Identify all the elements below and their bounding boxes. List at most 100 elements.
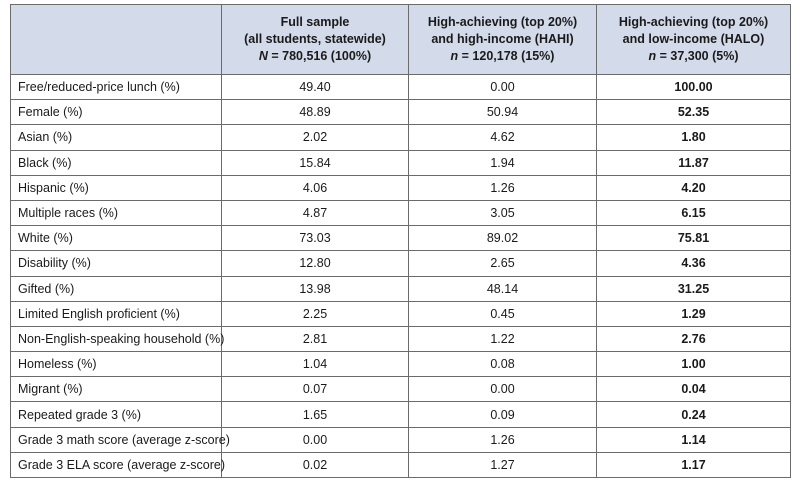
table-row: Migrant (%) 0.07 0.00 0.04 [10, 376, 791, 403]
table-row: Repeated grade 3 (%) 1.65 0.09 0.24 [10, 401, 791, 428]
cell-halo: 1.14 [596, 426, 791, 453]
cell-full-sample: 0.00 [221, 426, 409, 453]
comparison-table-container: Full sample (all students, statewide) N … [10, 4, 791, 479]
row-label: Limited English proficient (%) [10, 300, 222, 327]
header-hahi: High-achieving (top 20%) and high-income… [408, 4, 597, 75]
cell-halo: 100.00 [596, 73, 791, 101]
header-full-sample: Full sample (all students, statewide) N … [221, 4, 409, 75]
header-halo-line3: n = 37,300 (5%) [603, 48, 784, 65]
cell-halo: 6.15 [596, 199, 791, 227]
cell-hahi: 1.22 [408, 325, 597, 353]
cell-hahi: 1.27 [408, 451, 597, 479]
header-corner-cell [10, 4, 222, 75]
cell-halo: 1.29 [596, 300, 791, 327]
row-label: Female (%) [10, 99, 222, 126]
cell-full-sample: 49.40 [221, 73, 409, 101]
cell-full-sample: 1.65 [221, 401, 409, 428]
header-hahi-line3: n = 120,178 (15%) [415, 48, 590, 65]
cell-hahi: 3.05 [408, 199, 597, 227]
cell-hahi: 50.94 [408, 99, 597, 126]
cell-halo: 1.17 [596, 451, 791, 479]
row-label: Non-English-speaking household (%) [10, 325, 224, 353]
header-hahi-line1: High-achieving (top 20%) [427, 15, 578, 29]
table-row: Female (%) 48.89 50.94 52.35 [10, 99, 791, 126]
header-row: Full sample (all students, statewide) N … [10, 4, 791, 75]
row-label: Hispanic (%) [10, 174, 222, 201]
cell-full-sample: 0.07 [221, 376, 409, 403]
table-row: White (%) 73.03 89.02 75.81 [10, 225, 791, 252]
table-row: Grade 3 ELA score (average z-score) 0.02… [10, 451, 791, 479]
cell-full-sample: 1.04 [221, 351, 409, 378]
cell-hahi: 1.94 [408, 149, 597, 176]
comparison-table: Full sample (all students, statewide) N … [10, 4, 791, 479]
cell-hahi: 1.26 [408, 426, 597, 453]
header-full-sample-line2: (all students, statewide) [244, 32, 386, 46]
cell-halo: 75.81 [596, 225, 791, 252]
header-halo-n-var: n [648, 49, 657, 63]
row-label: Grade 3 ELA score (average z-score) [10, 451, 225, 479]
row-label: Repeated grade 3 (%) [10, 401, 222, 428]
header-halo-line2: and low-income (HALO) [622, 32, 765, 46]
cell-full-sample: 2.02 [221, 124, 409, 151]
row-label: Gifted (%) [10, 275, 222, 302]
table-row: Disability (%) 12.80 2.65 4.36 [10, 250, 791, 277]
cell-full-sample: 48.89 [221, 99, 409, 126]
header-hahi-line2: and high-income (HAHI) [431, 32, 574, 46]
table-row: Grade 3 math score (average z-score) 0.0… [10, 426, 791, 453]
row-label: Migrant (%) [10, 376, 222, 403]
cell-halo: 0.24 [596, 401, 791, 428]
table-header: Full sample (all students, statewide) N … [10, 4, 791, 75]
cell-hahi: 48.14 [408, 275, 597, 302]
cell-hahi: 0.08 [408, 351, 597, 378]
table-row: Limited English proficient (%) 2.25 0.45… [10, 300, 791, 327]
table-row: Gifted (%) 13.98 48.14 31.25 [10, 275, 791, 302]
header-halo-n-value: = 37,300 (5%) [656, 49, 739, 63]
header-full-sample-n-var: N [258, 49, 268, 63]
cell-halo: 31.25 [596, 275, 791, 302]
row-label: Disability (%) [10, 250, 222, 277]
table-row: Black (%) 15.84 1.94 11.87 [10, 149, 791, 176]
cell-full-sample: 4.87 [221, 199, 409, 227]
table-row: Multiple races (%) 4.87 3.05 6.15 [10, 199, 791, 227]
row-label: White (%) [10, 225, 222, 252]
cell-hahi: 1.26 [408, 174, 597, 201]
table-body: Free/reduced-price lunch (%) 49.40 0.00 … [10, 73, 791, 479]
cell-hahi: 2.65 [408, 250, 597, 277]
cell-full-sample: 12.80 [221, 250, 409, 277]
row-label: Homeless (%) [10, 351, 222, 378]
header-full-sample-line3: N = 780,516 (100%) [228, 48, 402, 65]
table-row: Homeless (%) 1.04 0.08 1.00 [10, 351, 791, 378]
cell-halo: 1.00 [596, 351, 791, 378]
cell-halo: 52.35 [596, 99, 791, 126]
cell-full-sample: 0.02 [221, 451, 409, 479]
cell-full-sample: 73.03 [221, 225, 409, 252]
table-row: Asian (%) 2.02 4.62 1.80 [10, 124, 791, 151]
cell-hahi: 89.02 [408, 225, 597, 252]
cell-full-sample: 2.81 [221, 325, 409, 353]
header-halo: High-achieving (top 20%) and low-income … [596, 4, 791, 75]
table-row: Hispanic (%) 4.06 1.26 4.20 [10, 174, 791, 201]
cell-halo: 0.04 [596, 376, 791, 403]
row-label: Asian (%) [10, 124, 222, 151]
cell-hahi: 4.62 [408, 124, 597, 151]
cell-halo: 11.87 [596, 149, 791, 176]
cell-hahi: 0.45 [408, 300, 597, 327]
header-hahi-n-value: = 120,178 (15%) [458, 49, 555, 63]
cell-halo: 1.80 [596, 124, 791, 151]
cell-halo: 2.76 [596, 325, 791, 353]
row-label: Black (%) [10, 149, 222, 176]
table-row: Free/reduced-price lunch (%) 49.40 0.00 … [10, 73, 791, 101]
cell-full-sample: 13.98 [221, 275, 409, 302]
cell-hahi: 0.09 [408, 401, 597, 428]
table-row: Non-English-speaking household (%) 2.81 … [10, 325, 791, 353]
cell-full-sample: 4.06 [221, 174, 409, 201]
cell-hahi: 0.00 [408, 73, 597, 101]
row-label: Grade 3 math score (average z-score) [10, 426, 230, 453]
row-label: Free/reduced-price lunch (%) [10, 73, 222, 101]
cell-halo: 4.20 [596, 174, 791, 201]
row-label: Multiple races (%) [10, 199, 222, 227]
header-full-sample-n-value: = 780,516 (100%) [267, 49, 372, 63]
cell-halo: 4.36 [596, 250, 791, 277]
header-hahi-n-var: n [450, 49, 459, 63]
header-halo-line1: High-achieving (top 20%) [618, 15, 769, 29]
